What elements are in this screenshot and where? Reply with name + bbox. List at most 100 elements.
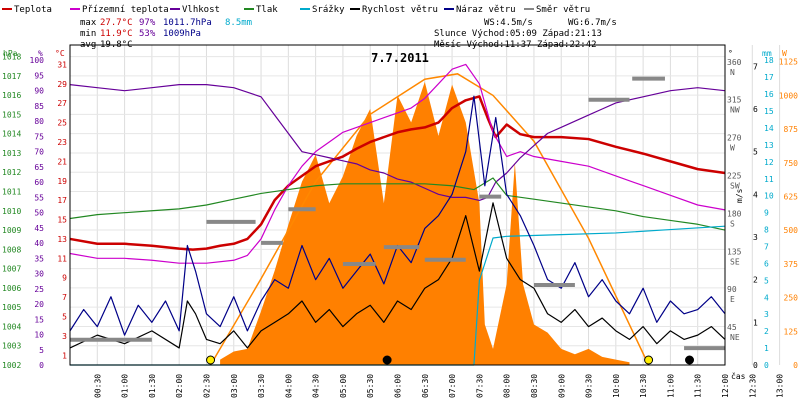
tick-label-mm: 10 bbox=[764, 192, 774, 201]
tick-label-pct: 100 bbox=[30, 56, 45, 65]
tick-label-pct: 90 bbox=[34, 87, 44, 96]
stats-min-hum: 53% bbox=[139, 29, 156, 39]
axis-unit-degc: °C bbox=[55, 49, 65, 58]
tick-label-dir-name: W bbox=[730, 144, 735, 153]
tick-label-mm: 16 bbox=[764, 90, 774, 99]
legend-label: Rychlost větru bbox=[362, 5, 438, 15]
tick-label-dir-name: NW bbox=[730, 106, 740, 115]
stats-min-label: min bbox=[80, 29, 96, 39]
stats-block: max 27.7°C 97% 1011.7hPa 8.5mm min 11.9°… bbox=[80, 18, 617, 50]
tick-label-time: 08:30 bbox=[530, 374, 539, 398]
legend-label: Přízemní teplota bbox=[82, 5, 169, 15]
tick-label-dir: 225 bbox=[727, 172, 742, 181]
axis-unit-hpa: hPa bbox=[3, 49, 18, 58]
stats-sun: Slunce Východ:05:09 Západ:21:13 bbox=[434, 29, 602, 39]
tick-label-wm2: 1000 bbox=[779, 91, 798, 100]
tick-label-time: 07:30 bbox=[475, 374, 484, 398]
markers-layer bbox=[206, 355, 695, 365]
axis-unit-deg: ° bbox=[728, 49, 733, 58]
tick-label-dir-name: SE bbox=[730, 257, 740, 266]
tick-label-dir-name: NE bbox=[730, 333, 740, 342]
tick-label-pct: 15 bbox=[34, 315, 44, 324]
tick-label-ms: 1 bbox=[753, 318, 758, 327]
tick-label-hpa: 1003 bbox=[2, 342, 21, 351]
tick-label-time: 13:00 bbox=[776, 374, 785, 398]
stats-moon: Měsíc Východ:11:37 Západ:22:42 bbox=[434, 40, 597, 50]
axis-unit-ms: m/s bbox=[735, 188, 744, 203]
tick-label-time: 12:00 bbox=[721, 374, 730, 398]
tick-label-mm: 14 bbox=[764, 124, 774, 133]
plot-frame bbox=[69, 44, 726, 366]
tick-label-hpa: 1018 bbox=[2, 53, 21, 62]
tick-label-dir: 45 bbox=[727, 323, 737, 332]
stats-min-temp: 11.9°C bbox=[100, 29, 133, 39]
tick-label-degc: 9 bbox=[62, 274, 67, 283]
tick-label-pct: 70 bbox=[34, 148, 44, 157]
series-line-4 bbox=[70, 225, 726, 366]
tick-label-time: 11:30 bbox=[694, 374, 703, 398]
tick-label-hpa: 1012 bbox=[2, 168, 21, 177]
tick-label-dir: 315 bbox=[727, 96, 742, 105]
stats-min-press: 1009hPa bbox=[163, 29, 201, 39]
tick-label-mm: 8 bbox=[764, 226, 769, 235]
stats-max-press: 1011.7hPa bbox=[163, 18, 212, 28]
tick-label-pct: 45 bbox=[34, 224, 44, 233]
tick-label-ms: 5 bbox=[753, 148, 758, 157]
tick-label-time: 01:30 bbox=[148, 374, 157, 398]
tick-label-time: 01:00 bbox=[121, 374, 130, 398]
tick-label-ms: 0 bbox=[753, 361, 758, 370]
series-line-0 bbox=[69, 95, 726, 251]
tick-label-pct: 35 bbox=[34, 254, 44, 263]
tick-label-degc: 15 bbox=[57, 216, 67, 225]
tick-label-dir: 135 bbox=[727, 247, 742, 256]
tick-label-time: 04:30 bbox=[312, 374, 321, 398]
tick-label-time: 03:00 bbox=[230, 374, 239, 398]
tick-label-wm2: 750 bbox=[784, 159, 799, 168]
legend: Teplota Přízemní teplota Vlhkost Tlak Srážky… bbox=[2, 5, 590, 15]
tick-label-pct: 20 bbox=[34, 300, 44, 309]
tick-label-time: 09:30 bbox=[585, 374, 594, 398]
stats-max-temp: 27.7°C bbox=[100, 18, 133, 28]
tick-label-mm: 4 bbox=[764, 293, 769, 302]
tick-label-mm: 0 bbox=[764, 361, 769, 370]
tick-label-mm: 3 bbox=[764, 310, 769, 319]
tick-label-time: 07:00 bbox=[448, 374, 457, 398]
tick-label-hpa: 1014 bbox=[2, 130, 21, 139]
tick-label-pct: 10 bbox=[34, 331, 44, 340]
tick-label-pct: 50 bbox=[34, 209, 44, 218]
legend-label: Tlak bbox=[256, 5, 278, 15]
solar-measured-area bbox=[220, 81, 630, 366]
tick-label-mm: 15 bbox=[764, 107, 774, 116]
tick-label-mm: 13 bbox=[764, 141, 774, 150]
tick-label-pct: 0 bbox=[39, 361, 44, 370]
series-line-1 bbox=[69, 63, 726, 264]
tick-label-pct: 55 bbox=[34, 193, 44, 202]
tick-label-time: 02:30 bbox=[202, 374, 211, 398]
axis-unit-mm: mm bbox=[762, 49, 772, 58]
tick-label-degc: 7 bbox=[62, 293, 67, 302]
tick-label-pct: 85 bbox=[34, 102, 44, 111]
tick-label-degc: 31 bbox=[57, 60, 67, 69]
tick-label-hpa: 1011 bbox=[2, 188, 21, 197]
tick-label-pct: 25 bbox=[34, 285, 44, 294]
x-axis-label: čas bbox=[731, 371, 746, 381]
tick-label-hpa: 1015 bbox=[2, 110, 21, 119]
tick-label-hpa: 1009 bbox=[2, 226, 21, 235]
stats-avg-label: avg bbox=[80, 40, 96, 50]
tick-label-hpa: 1006 bbox=[2, 284, 21, 293]
tick-label-time: 12:30 bbox=[748, 374, 757, 398]
tick-label-mm: 18 bbox=[764, 56, 774, 65]
tick-label-pct: 80 bbox=[34, 117, 44, 126]
tick-label-hpa: 1004 bbox=[2, 322, 21, 331]
tick-label-pct: 30 bbox=[34, 270, 44, 279]
tick-label-mm: 1 bbox=[764, 344, 769, 353]
tick-label-hpa: 1005 bbox=[2, 303, 21, 312]
tick-label-mm: 6 bbox=[764, 259, 769, 268]
tick-label-time: 08:00 bbox=[503, 374, 512, 398]
marker-moonset bbox=[685, 355, 695, 365]
tick-label-wm2: 625 bbox=[784, 193, 799, 202]
legend-label: Vlhkost bbox=[182, 5, 220, 15]
series-line-5 bbox=[69, 202, 726, 349]
tick-label-wm2: 250 bbox=[784, 294, 799, 303]
tick-label-mm: 12 bbox=[764, 158, 774, 167]
